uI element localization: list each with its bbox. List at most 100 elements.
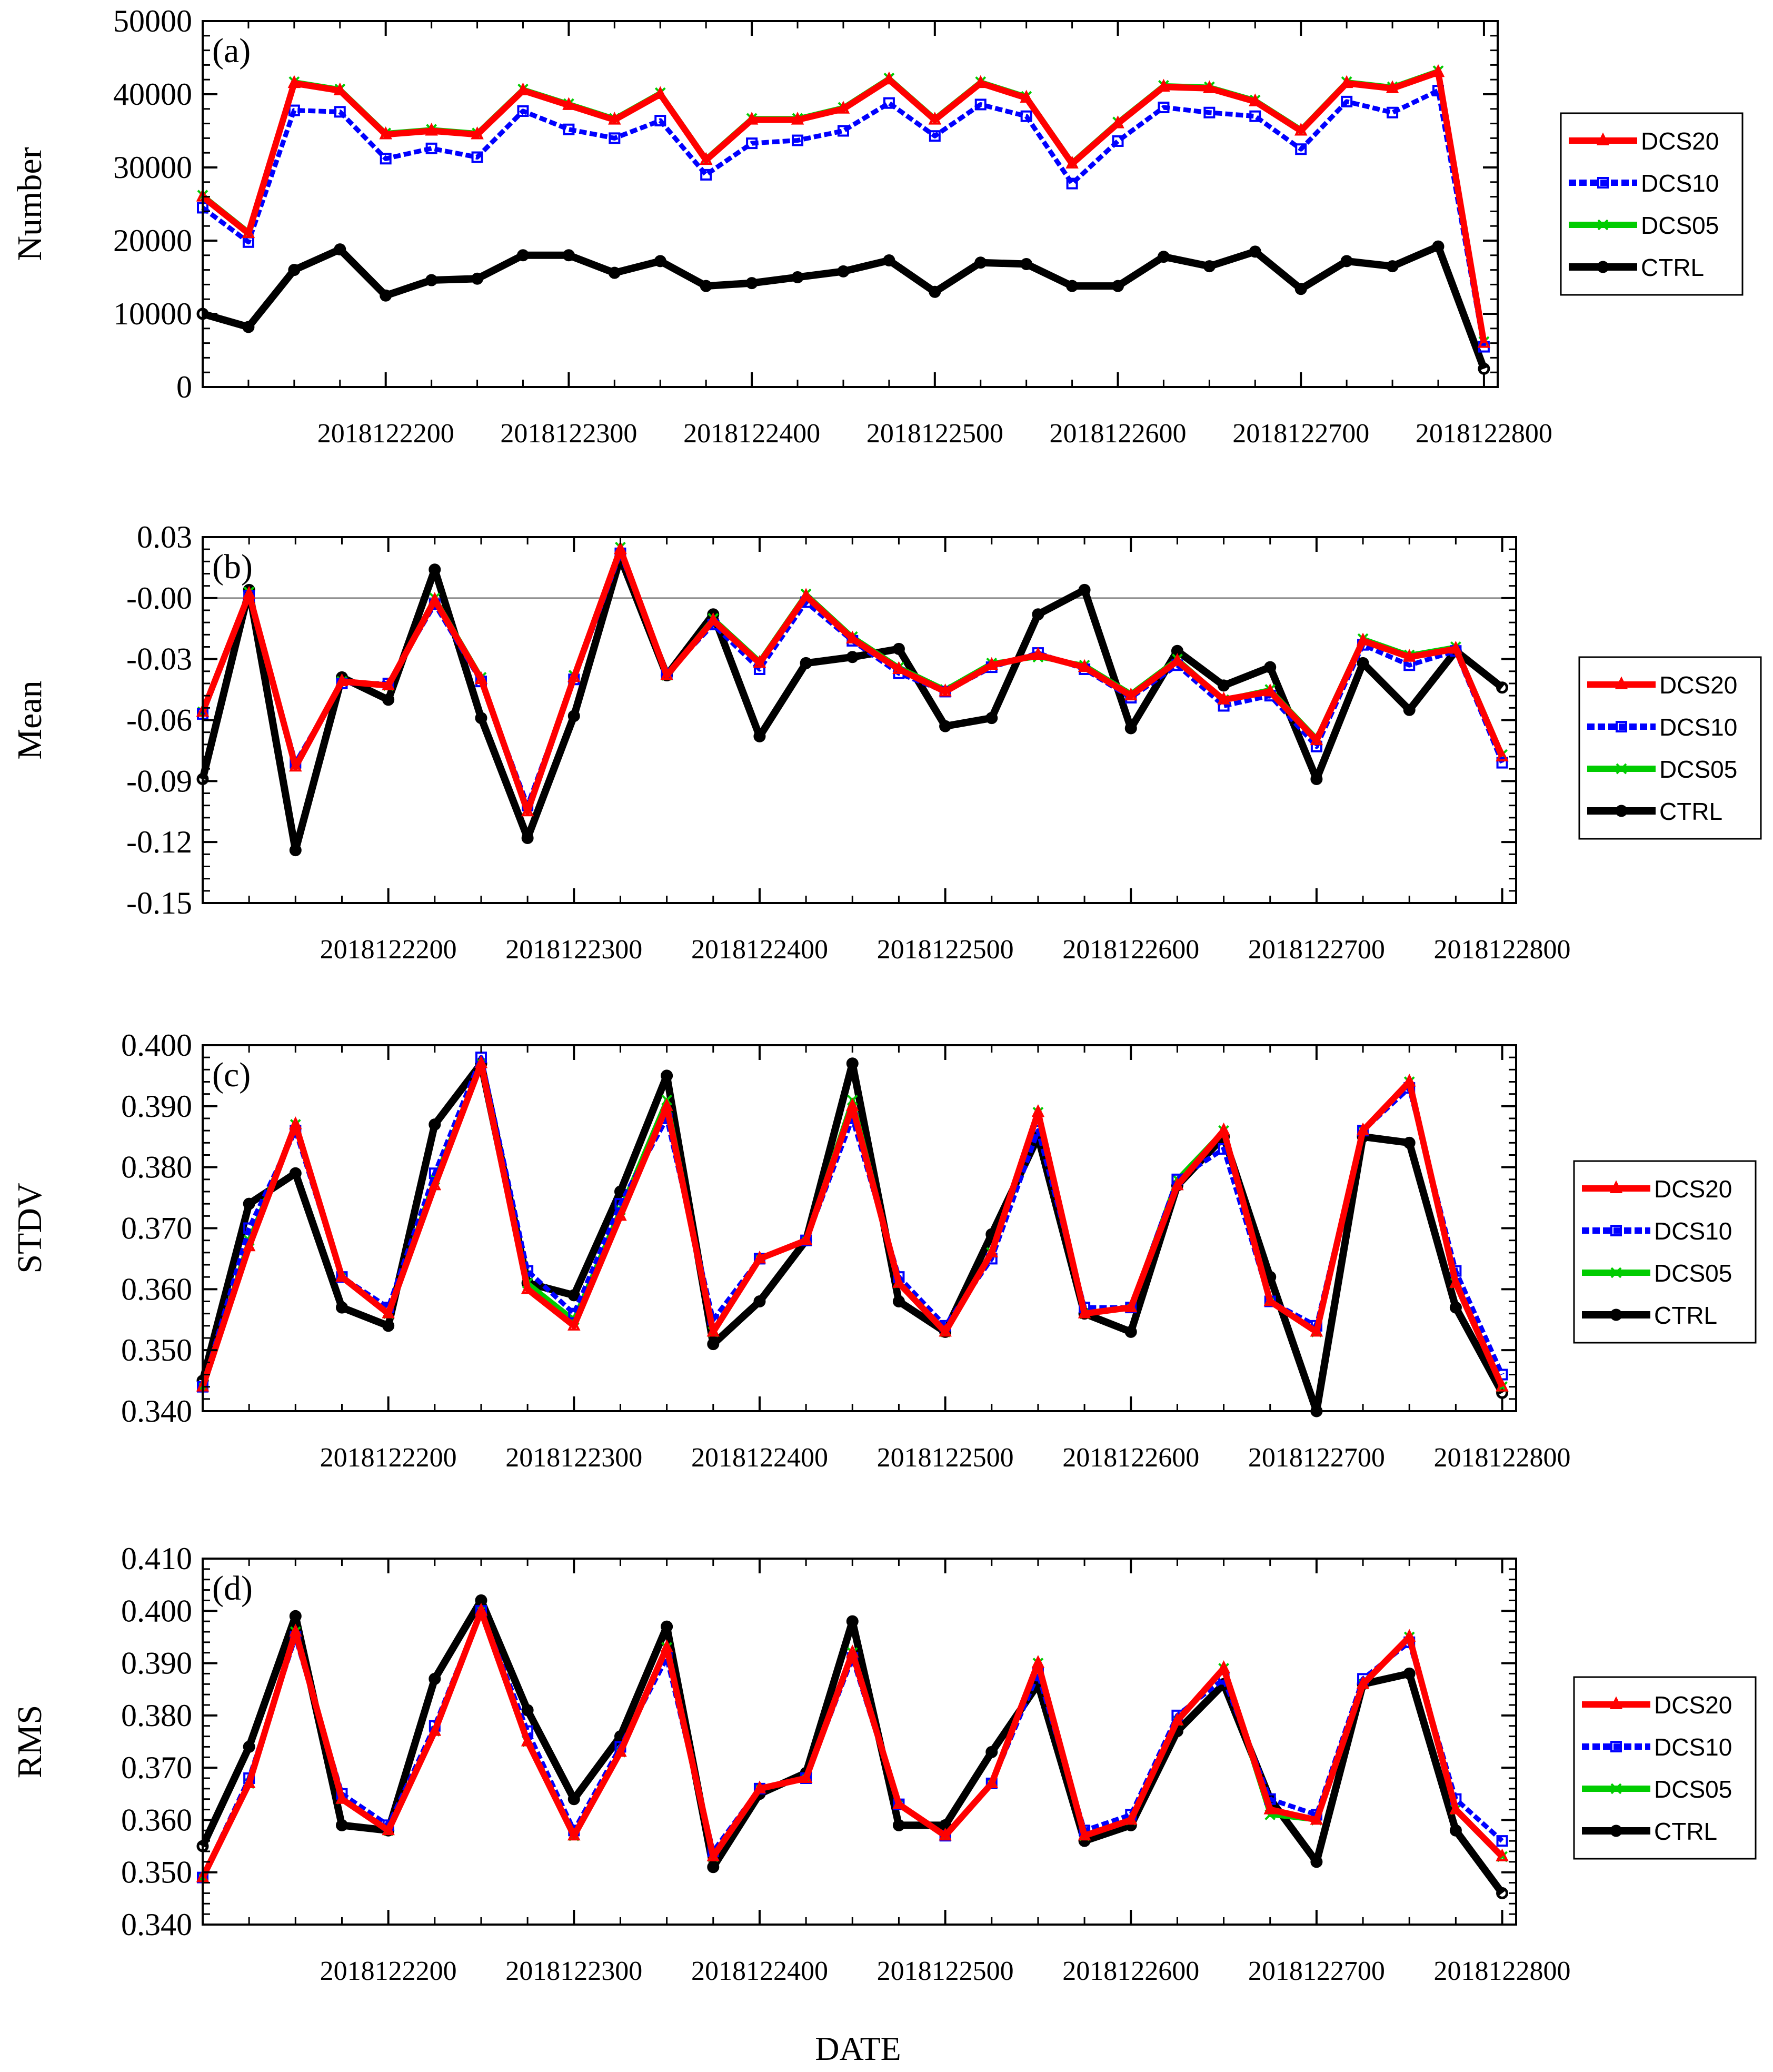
data-point-ctrl	[707, 1338, 720, 1351]
data-point-ctrl	[429, 563, 441, 576]
data-point-ctrl	[429, 1672, 441, 1685]
data-point-ctrl	[1078, 583, 1091, 596]
data-point-dcs20	[289, 1623, 302, 1637]
x-tick-label: 2018122300	[500, 419, 637, 449]
data-point-ctrl	[800, 657, 812, 669]
data-point-ctrl	[567, 710, 580, 722]
data-point-dcs10	[334, 106, 346, 118]
data-point-dcs20	[333, 82, 347, 96]
data-point-dcs20	[1124, 1299, 1138, 1313]
data-point-dcs20	[1217, 1122, 1230, 1136]
data-point-dcs20	[428, 1723, 442, 1736]
data-point-dcs20	[242, 1238, 256, 1252]
data-point-dcs20	[379, 126, 392, 140]
panel-label: (c)	[212, 1056, 251, 1094]
series-line-dcs20	[200, 546, 1506, 815]
data-point-dcs20	[1386, 80, 1399, 93]
data-point-dcs20	[1449, 1801, 1462, 1815]
y-tick-label: 0.350	[121, 1855, 192, 1890]
data-point-dcs20	[1171, 653, 1184, 666]
data-point-dcs10	[1020, 110, 1032, 122]
data-point-dcs20	[1496, 1848, 1509, 1861]
data-point-ctrl	[334, 243, 346, 256]
data-point-ctrl	[929, 285, 941, 298]
data-point-ctrl	[1403, 1667, 1416, 1680]
data-point-dcs20	[242, 225, 255, 239]
data-point-dcs20	[287, 75, 301, 88]
data-point-dcs10	[288, 104, 300, 116]
x-tick-label: 2018122500	[877, 1443, 1014, 1473]
data-point-dcs20	[1111, 115, 1124, 128]
data-point-dcs20	[974, 75, 987, 88]
data-point-ctrl	[1249, 245, 1261, 258]
y-tick-label: 40000	[113, 77, 192, 112]
legend: DCS20 DCS10 DCS05 CTRL	[1573, 1676, 1757, 1860]
legend-label-dcs10: DCS10	[1641, 170, 1719, 197]
data-point-ctrl	[892, 642, 905, 655]
data-point-dcs20	[1496, 748, 1509, 761]
y-tick-label: 0.340	[121, 1907, 192, 1942]
x-tick-label: 2018122700	[1248, 935, 1385, 965]
data-point-dcs20	[928, 112, 942, 125]
y-tick-label: 0.390	[121, 1646, 192, 1681]
data-point-ctrl	[429, 1118, 441, 1131]
y-tick-label: 0.03	[137, 520, 192, 554]
data-point-dcs10	[883, 97, 895, 109]
series-dcs20	[196, 1602, 1509, 1882]
data-point-ctrl	[1403, 703, 1416, 716]
data-point-dcs20	[892, 1796, 905, 1809]
legend: DCS20 DCS10 DCS05 CTRL	[1573, 1160, 1757, 1344]
data-point-dcs20	[1356, 632, 1370, 646]
data-point-dcs20	[335, 1268, 348, 1282]
data-point-ctrl	[883, 254, 895, 267]
legend-label-dcs10: DCS10	[1654, 1217, 1732, 1245]
data-point-ctrl	[1496, 1887, 1509, 1899]
data-point-ctrl	[1386, 260, 1399, 273]
plot-frame	[202, 1558, 1517, 1926]
data-point-dcs20	[985, 657, 998, 670]
series-line-ctrl	[199, 1597, 1506, 1896]
data-point-dcs20	[660, 1639, 673, 1652]
data-point-dcs20	[1031, 1655, 1045, 1668]
data-point-ctrl	[1340, 255, 1353, 267]
data-point-ctrl	[608, 266, 621, 279]
x-tick-label: 2018122600	[1062, 1443, 1199, 1473]
legend-label-dcs20: DCS20	[1659, 671, 1737, 699]
legend-marker-dcs20	[1615, 676, 1628, 689]
data-point-ctrl	[1020, 257, 1033, 270]
data-point-dcs20	[1078, 1827, 1091, 1841]
data-point-dcs20	[1449, 640, 1462, 654]
data-point-dcs20	[382, 1305, 395, 1318]
y-tick-label: 0.400	[121, 1028, 192, 1063]
y-tick-label: -0.09	[126, 764, 192, 798]
data-point-ctrl	[567, 1793, 580, 1806]
y-tick-label: -0.03	[126, 642, 192, 677]
panel-label: (a)	[212, 32, 251, 70]
data-point-dcs20	[1171, 1712, 1184, 1726]
y-tick-label: 0.340	[121, 1394, 192, 1429]
legend-label-dcs20: DCS20	[1654, 1691, 1732, 1719]
data-point-dcs20	[1124, 1811, 1138, 1825]
x-tick-label: 2018122800	[1416, 419, 1552, 449]
data-point-dcs10	[1496, 757, 1508, 769]
y-axis-label: RMS	[11, 1705, 49, 1778]
data-point-dcs20	[428, 1177, 442, 1191]
data-point-ctrl	[1357, 657, 1369, 669]
data-point-ctrl	[1310, 1856, 1323, 1868]
x-tick-label: 2018122700	[1248, 1443, 1385, 1473]
data-point-ctrl	[289, 844, 302, 857]
series-line-ctrl	[199, 553, 1505, 854]
legend-marker-dcs10	[1610, 1741, 1622, 1752]
data-point-dcs20	[614, 541, 627, 554]
data-point-dcs10	[1249, 110, 1261, 122]
legend-marker-dcs10	[1597, 177, 1609, 189]
legend-label-ctrl: CTRL	[1659, 798, 1722, 825]
data-point-dcs20	[335, 1791, 348, 1804]
legend: DCS20 DCS10 DCS05 CTRL	[1578, 656, 1762, 840]
legend-marker-dcs20	[1609, 1696, 1623, 1709]
legend-marker-ctrl	[1597, 261, 1609, 273]
data-point-dcs10	[1203, 106, 1216, 118]
data-point-ctrl	[846, 1057, 859, 1070]
y-tick-label: -0.00	[126, 581, 192, 616]
